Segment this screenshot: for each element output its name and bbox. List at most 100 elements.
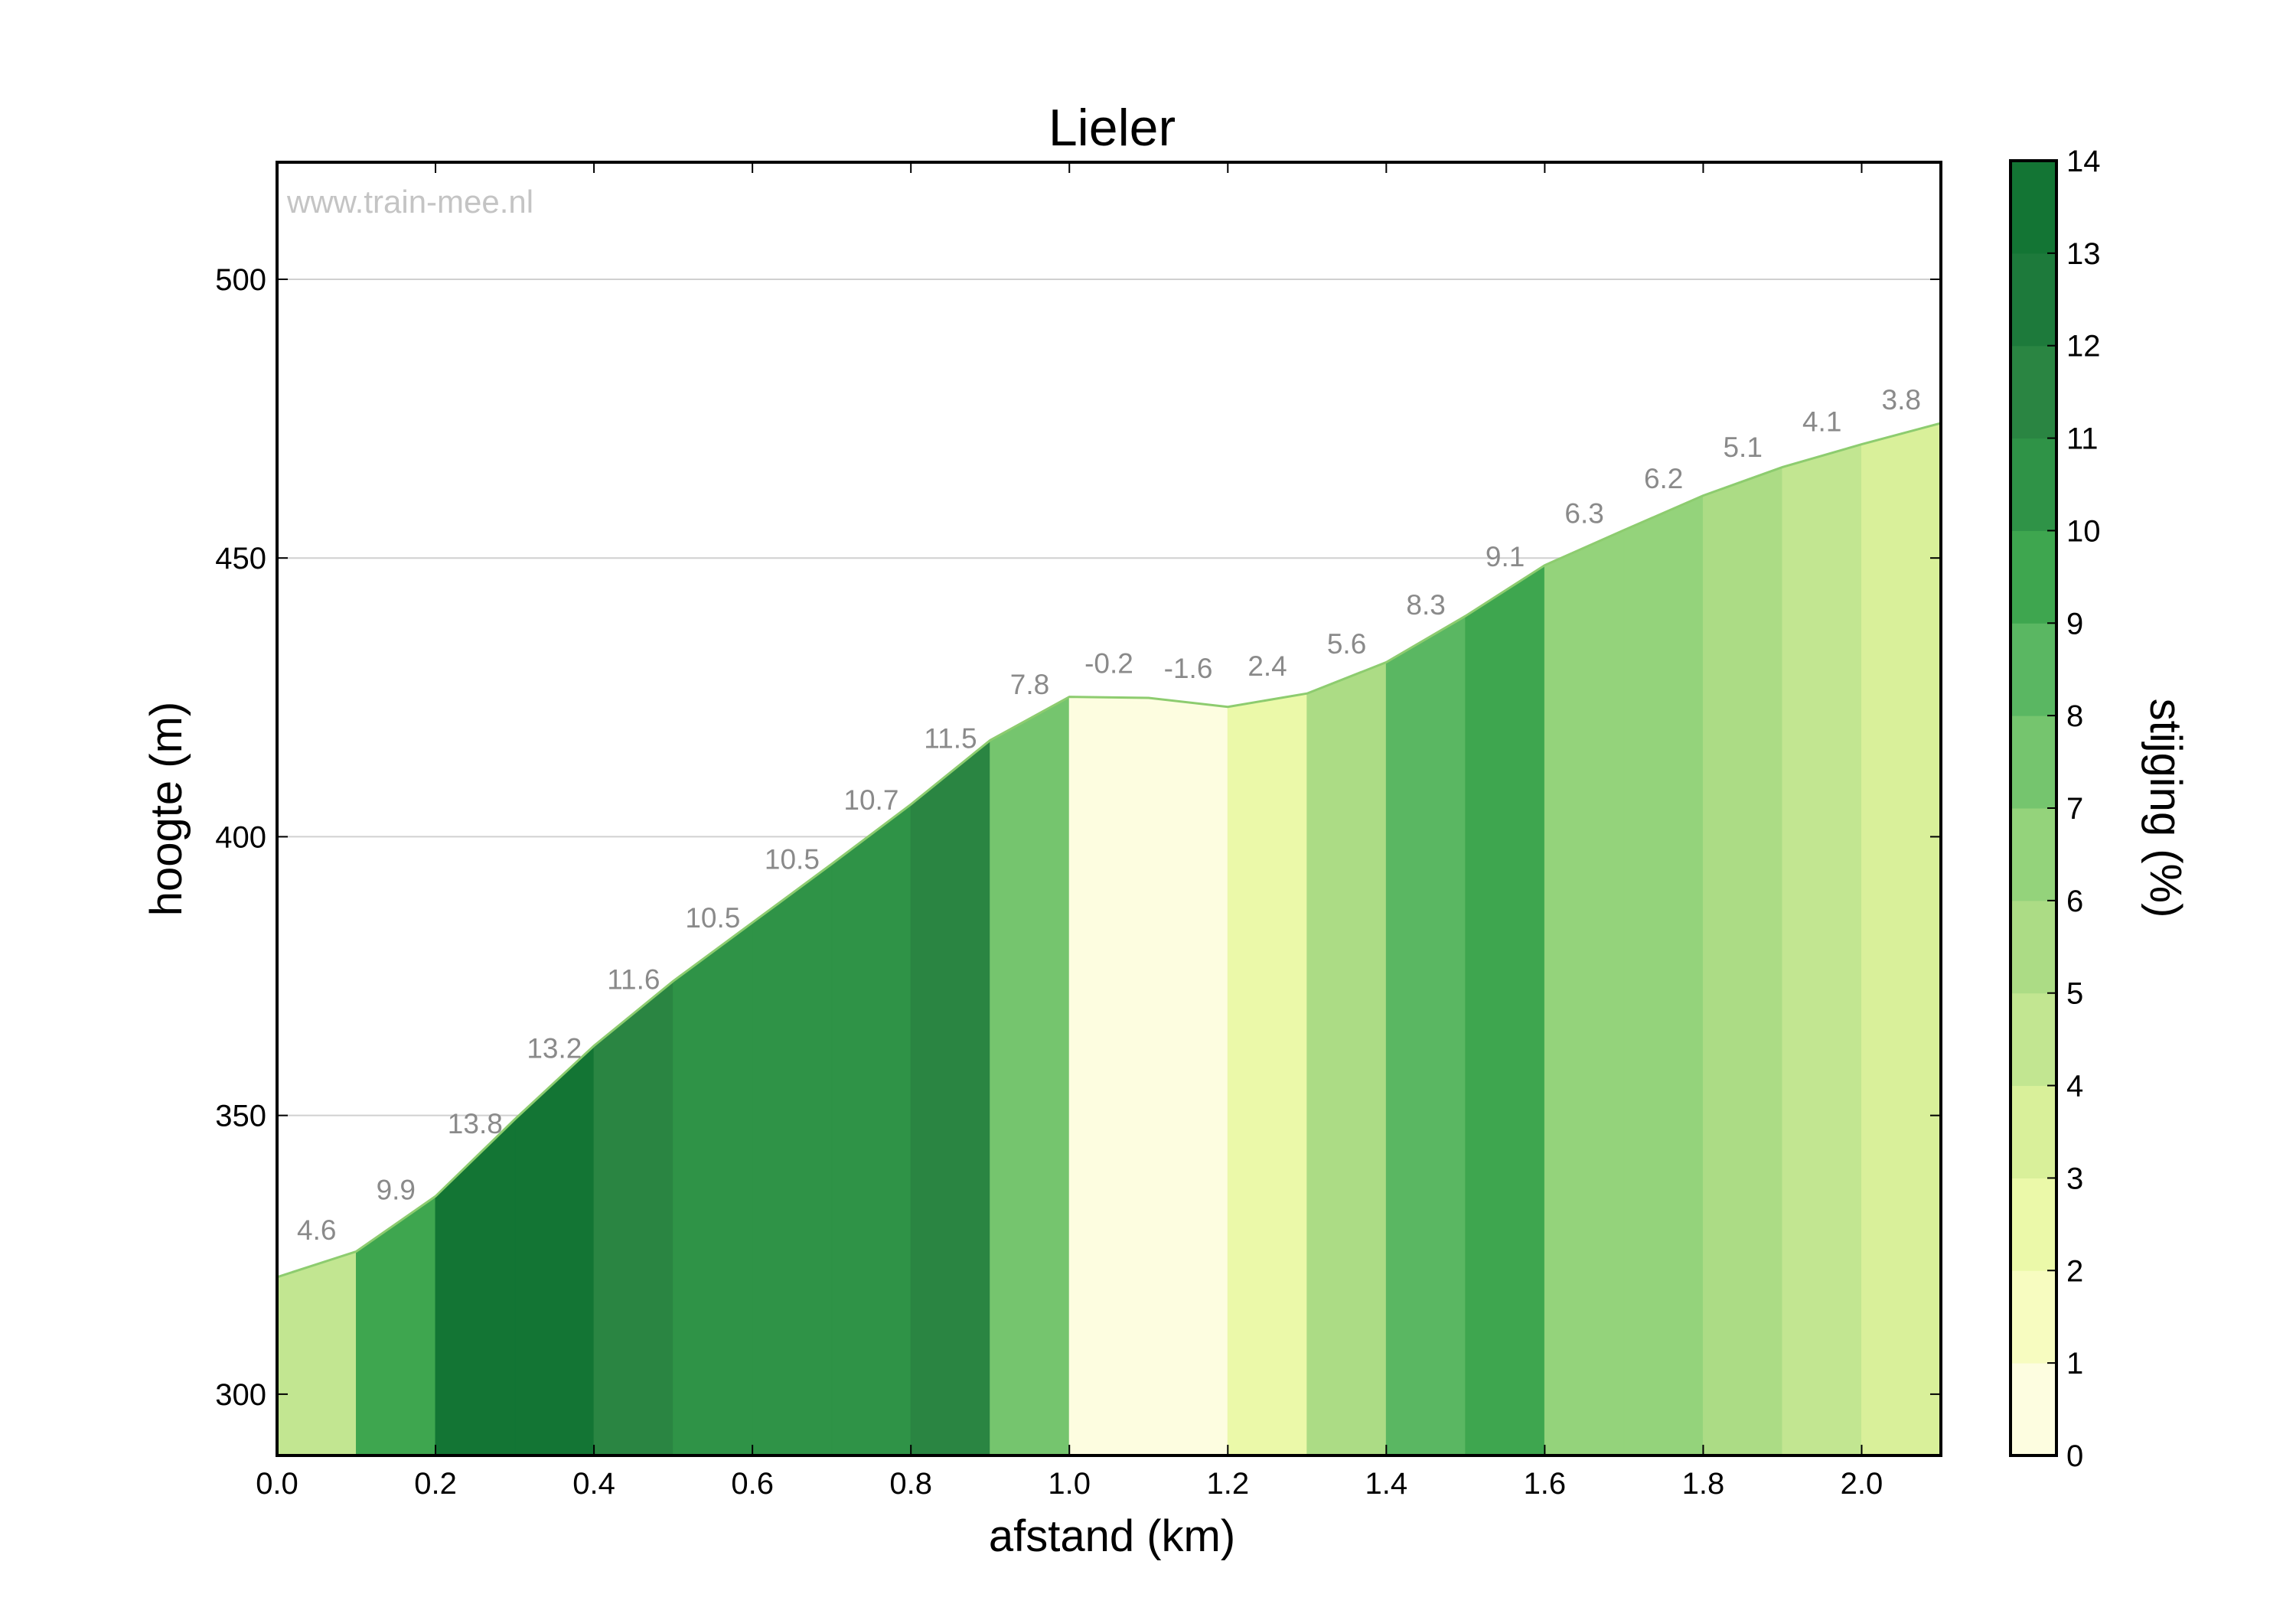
colorbar-tick-label-14: 14 [2066, 145, 2101, 178]
colorbar-tick-label-12: 12 [2066, 330, 2101, 363]
segment-1 [356, 1195, 436, 1456]
colorbar-tick-label-2: 2 [2066, 1254, 2083, 1288]
colorbar-tick-label-5: 5 [2066, 977, 2083, 1011]
colorbar-swatch-11 [2011, 345, 2056, 439]
colorbar-swatch-5 [2011, 900, 2056, 994]
plot-frame [276, 161, 1942, 1457]
gradient-label-11: -1.6 [1164, 653, 1213, 684]
x-tick-label-6: 1.2 [1206, 1467, 1249, 1501]
segment-14 [1385, 615, 1466, 1456]
colorbar-swatch-12 [2011, 253, 2056, 347]
y-tick-label-3: 450 [215, 542, 266, 575]
colorbar-tick-label-4: 4 [2066, 1070, 2083, 1103]
gradient-label-4: 11.6 [607, 963, 660, 995]
x-tick-label-9: 1.8 [1682, 1467, 1725, 1501]
colorbar [2011, 161, 2056, 1456]
colorbar-swatch-13 [2011, 161, 2056, 254]
gradient-label-8: 11.5 [924, 722, 977, 754]
segment-9 [990, 696, 1070, 1456]
segment-15 [1465, 564, 1545, 1456]
y-axis: 300 350 400 450 500 [215, 263, 1941, 1412]
y-tick-label-1: 350 [215, 1100, 266, 1133]
segment-0 [276, 1250, 357, 1456]
gradient-label-16: 6.3 [1564, 498, 1603, 530]
x-tick-label-10: 2.0 [1841, 1467, 1883, 1501]
gradient-label-15: 9.1 [1486, 541, 1525, 572]
colorbar-swatch-3 [2011, 1085, 2056, 1178]
y-tick-label-0: 300 [215, 1378, 266, 1412]
segment-11 [1148, 697, 1228, 1456]
segment-16 [1544, 530, 1625, 1456]
colorbar-swatch-1 [2011, 1270, 2056, 1364]
colorbar-swatch-8 [2011, 623, 2056, 716]
gradient-label-5: 10.5 [685, 902, 740, 934]
colorbar-tick-label-7: 7 [2066, 792, 2083, 826]
gradient-label-3: 13.2 [527, 1033, 582, 1064]
colorbar-tick-label-3: 3 [2066, 1162, 2083, 1195]
segment-17 [1623, 494, 1704, 1456]
colorbar-swatch-10 [2011, 438, 2056, 531]
segment-6 [752, 863, 833, 1456]
elevation-area [276, 422, 1942, 1456]
segment-10 [1068, 696, 1150, 1456]
segment-7 [831, 804, 912, 1456]
x-tick-label-7: 1.4 [1365, 1467, 1408, 1501]
colorbar-swatch-6 [2011, 808, 2056, 901]
x-tick-label-2: 0.4 [572, 1467, 615, 1501]
x-tick-label-5: 1.0 [1048, 1467, 1091, 1501]
gradient-label-0: 4.6 [297, 1214, 336, 1246]
colorbar-tick-label-13: 13 [2066, 237, 2101, 271]
x-axis: 0.0 0.2 0.4 0.6 0.8 1.0 1.2 1.4 1.6 1.8 2.0 [256, 162, 1883, 1501]
y-tick-label-2: 400 [215, 820, 266, 854]
colorbar-tick-label-10: 10 [2066, 514, 2101, 548]
y-tick-label-4: 500 [215, 263, 266, 297]
gradient-label-12: 2.4 [1247, 650, 1287, 682]
segment-5 [673, 921, 753, 1456]
x-axis-title: afstand (km) [989, 1511, 1235, 1561]
gradient-label-1: 9.9 [377, 1174, 416, 1205]
colorbar-tick-label-9: 9 [2066, 607, 2083, 641]
gradient-label-6: 10.5 [765, 843, 820, 875]
x-tick-label-8: 1.6 [1524, 1467, 1567, 1501]
segment-4 [593, 980, 674, 1456]
colorbar-swatch-7 [2011, 715, 2056, 809]
colorbar-swatch-9 [2011, 530, 2056, 624]
chart-title: Lieler [1049, 99, 1176, 157]
gradient-label-7: 10.7 [843, 784, 899, 816]
colorbar-swatch-0 [2011, 1363, 2056, 1456]
gradient-labels: 4.6 9.9 13.8 13.2 11.6 10.5 10.5 10.7 11.5 7.8 -0.… [297, 384, 1921, 1246]
colorbar-swatch-4 [2011, 993, 2056, 1087]
x-tick-label-1: 0.2 [414, 1467, 457, 1501]
colorbar-tick-label-1: 1 [2066, 1347, 2083, 1380]
segment-8 [910, 739, 991, 1456]
gradient-label-17: 6.2 [1644, 463, 1683, 494]
segment-13 [1306, 661, 1387, 1456]
gradient-label-19: 4.1 [1802, 406, 1841, 438]
x-tick-label-3: 0.6 [731, 1467, 774, 1501]
segment-18 [1702, 466, 1783, 1456]
colorbar-tick-label-11: 11 [2066, 422, 2099, 456]
colorbar-tick-label-0: 0 [2066, 1439, 2083, 1473]
x-tick-label-4: 0.8 [889, 1467, 932, 1501]
segment-12 [1227, 693, 1308, 1456]
gradient-label-9: 7.8 [1010, 669, 1049, 700]
watermark: www.train-mee.nl [286, 184, 533, 220]
x-tick-label-0: 0.0 [256, 1467, 298, 1501]
gradient-label-2: 13.8 [448, 1108, 503, 1139]
gradient-label-18: 5.1 [1723, 432, 1762, 463]
colorbar-tick-label-6: 6 [2066, 885, 2083, 918]
colorbar-tick-label-8: 8 [2066, 699, 2083, 733]
gradient-label-14: 8.3 [1406, 589, 1445, 621]
gradient-label-10: -0.2 [1084, 647, 1133, 679]
segment-2 [435, 1118, 516, 1456]
colorbar-swatch-2 [2011, 1178, 2056, 1271]
segment-19 [1782, 443, 1862, 1456]
colorbar-title: stijging (%) [2141, 699, 2190, 918]
segment-20 [1861, 422, 1942, 1456]
gradient-label-13: 5.6 [1327, 628, 1366, 660]
gradient-label-20: 3.8 [1882, 384, 1921, 416]
profile-line [276, 422, 1942, 1279]
y-axis-title: hoogte (m) [142, 702, 191, 916]
